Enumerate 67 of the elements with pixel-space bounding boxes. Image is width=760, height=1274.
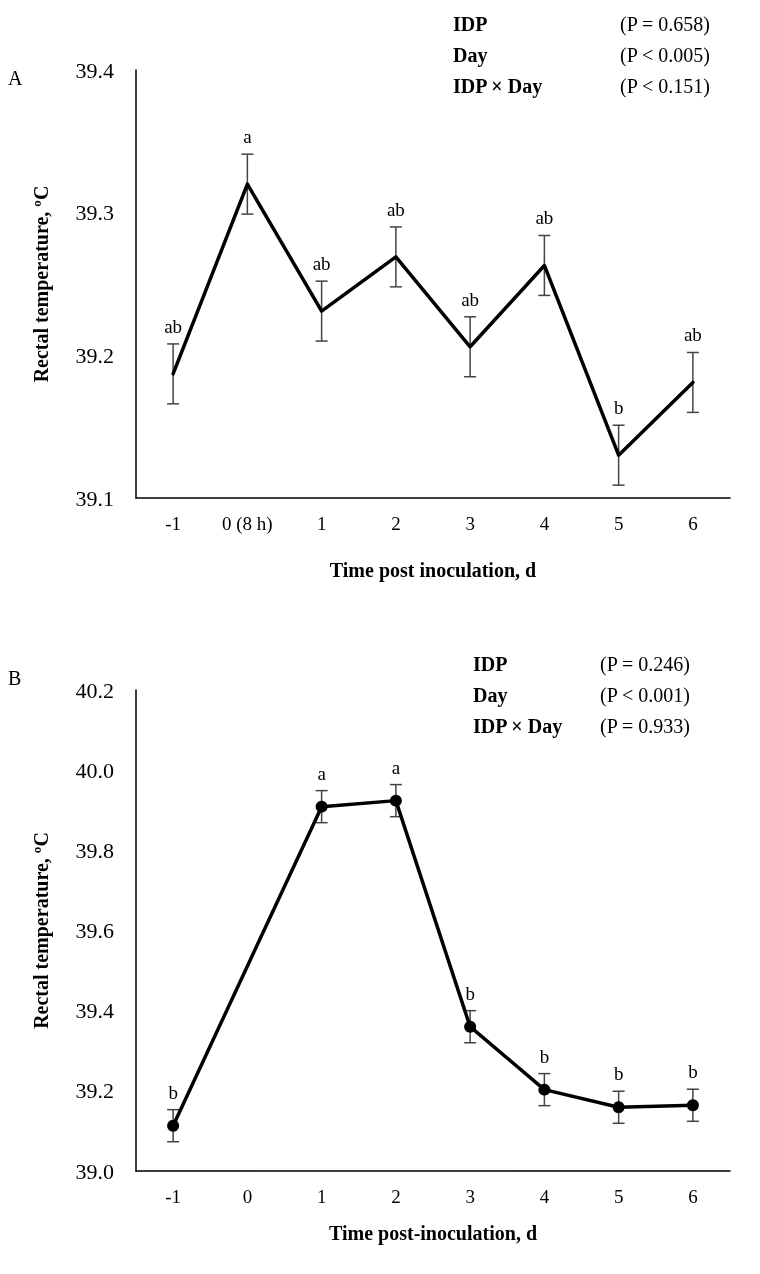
text: IDP: [473, 653, 508, 675]
y-tick-label: 40.0: [75, 757, 114, 783]
y-tick-label: 39.0: [75, 1158, 114, 1184]
point: [167, 1119, 180, 1132]
annotation: b: [688, 1061, 698, 1083]
text: Day: [453, 44, 488, 67]
x-tick-label: 2: [391, 1186, 401, 1207]
y-tick-label: 39.2: [75, 342, 114, 368]
annotation: IDP × Day: [473, 715, 563, 738]
y-axis-title: Rectal temperature, ºC: [30, 832, 53, 1029]
x-tick-label: -1: [165, 1186, 182, 1207]
x-tick-label: 0: [242, 1186, 253, 1207]
annotation: (P = 0.933): [600, 715, 690, 738]
annotation: a: [317, 762, 327, 784]
chart-title: A: [8, 67, 23, 89]
y-tick-label: 39.3: [75, 200, 114, 226]
x-tick-label: 6: [688, 513, 698, 534]
annotation: ab: [683, 324, 702, 346]
text: (P < 0.005): [620, 44, 710, 67]
x-tick-label: 3: [465, 1186, 475, 1207]
annotation: a: [243, 126, 253, 148]
annotation: ab: [164, 315, 183, 337]
annotation: a: [391, 756, 401, 778]
y-tick-label: 39.4: [75, 998, 114, 1024]
x-tick-label: 5: [613, 1186, 624, 1207]
annotation: Day: [473, 684, 508, 707]
annotation: IDP × Day: [453, 75, 543, 98]
point: [538, 1083, 551, 1096]
annotation: b: [539, 1045, 550, 1067]
annotation: b: [168, 1081, 178, 1103]
chart-title: B: [8, 667, 22, 689]
annotation: b: [613, 1063, 624, 1085]
point: [315, 800, 328, 813]
x-tick-label: 6: [688, 1186, 698, 1207]
x-tick-label: 3: [465, 513, 475, 534]
x-tick-label: 4: [539, 1186, 550, 1207]
y-tick-label: 39.4: [75, 57, 114, 83]
y-tick-label: 40.2: [75, 677, 114, 703]
point: [464, 1020, 477, 1033]
annotation: ab: [535, 207, 554, 229]
y-tick-label: 39.6: [75, 918, 114, 943]
point: [389, 794, 402, 807]
text: (P = 0.246): [600, 653, 690, 676]
x-tick-label: 4: [539, 513, 550, 534]
annotation: ab: [312, 253, 331, 275]
y-tick-label: 39.1: [75, 485, 114, 511]
x-axis-title: Time post-inoculation, d: [329, 1222, 537, 1245]
annotation: (P < 0.151): [620, 75, 710, 98]
annotation: b: [465, 982, 475, 1004]
annotation: b: [613, 397, 624, 419]
annotation: (P < 0.001): [600, 684, 690, 707]
x-tick-label: 2: [391, 513, 401, 534]
text: (P = 0.658): [620, 13, 710, 36]
x-tick-label: -1: [165, 513, 182, 534]
x-tick-label: 0 (8 h): [222, 513, 273, 535]
x-axis-title: Time post inoculation, d: [329, 559, 537, 582]
point: [612, 1101, 625, 1114]
text: IDP: [453, 13, 488, 35]
annotation: ab: [461, 288, 480, 310]
y-tick-label: 39.8: [75, 837, 114, 863]
x-tick-label: 1: [316, 513, 327, 534]
point: [686, 1099, 699, 1112]
y-tick-label: 39.2: [75, 1078, 114, 1104]
annotation: ab: [386, 198, 405, 220]
x-tick-label: 5: [613, 513, 624, 534]
x-tick-label: 1: [316, 1186, 327, 1207]
y-axis-title: Rectal temperature, ºC: [30, 185, 53, 383]
